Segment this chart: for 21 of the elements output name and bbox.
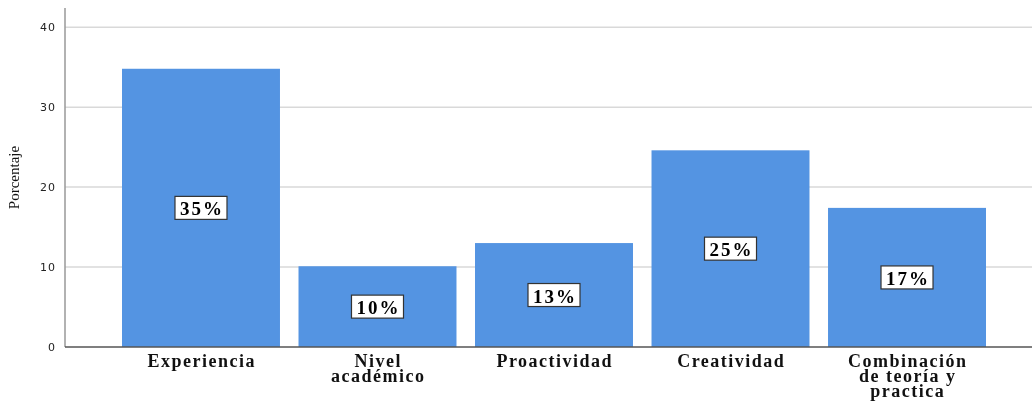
x-tick-label: Creatividad	[677, 351, 786, 371]
y-tick-label: 0	[48, 340, 56, 354]
y-tick-label: 30	[40, 100, 56, 114]
data-label: 25%	[709, 239, 754, 261]
x-tick-label: Proactividad	[496, 351, 614, 371]
y-tick-label: 20	[40, 180, 56, 194]
x-tick-label: Experiencia	[147, 351, 256, 371]
x-tick-label: Combinación de teoría y practica	[848, 351, 968, 401]
y-tick-label: 40	[40, 20, 56, 34]
bar	[651, 150, 810, 347]
data-label: 35%	[179, 198, 224, 220]
data-label: 17%	[886, 267, 931, 289]
bar	[828, 207, 986, 347]
data-label: 10%	[356, 297, 401, 319]
y-axis-title: Porcentaje	[6, 145, 22, 210]
bar	[298, 266, 457, 347]
x-tick-label: Nivel académico	[331, 351, 426, 386]
y-tick-label: 10	[40, 260, 56, 274]
data-label: 13%	[533, 285, 577, 307]
bar	[475, 243, 633, 347]
bar	[122, 68, 280, 347]
